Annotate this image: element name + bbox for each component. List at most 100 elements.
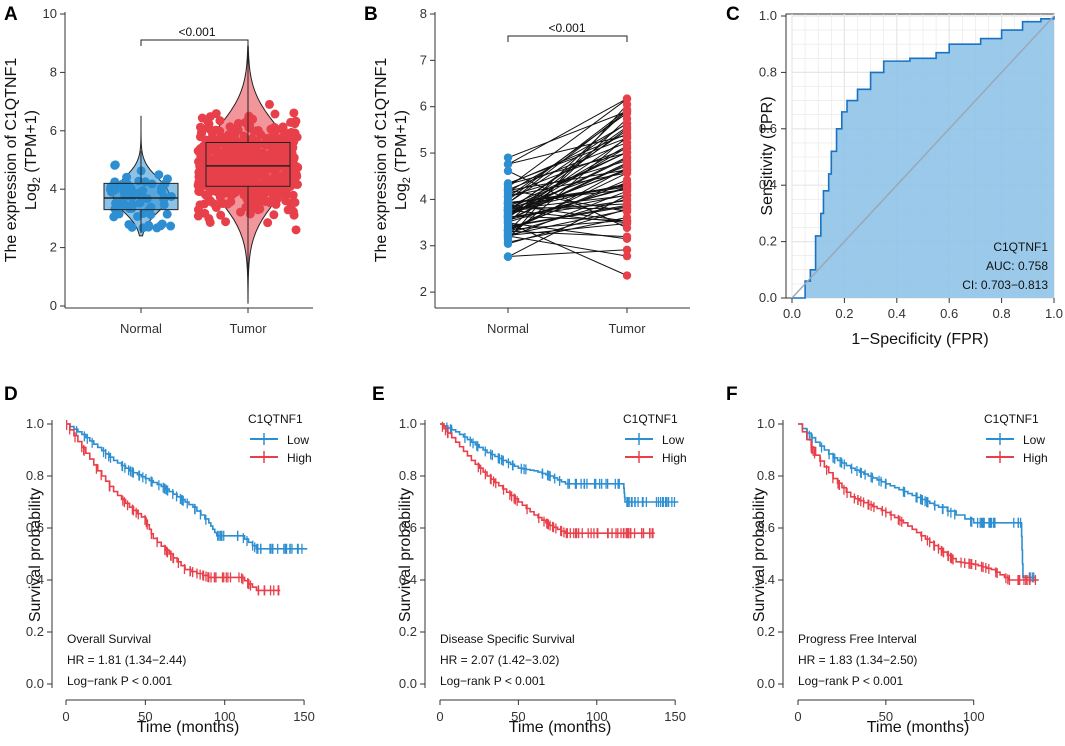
- panel-a-point-tumor: [216, 210, 226, 220]
- panel-a-letter: A: [4, 4, 18, 25]
- panel-a-point-tumor: [291, 169, 301, 179]
- panel-f-curve-high: [798, 423, 1039, 581]
- panel-a-point-tumor: [196, 169, 206, 179]
- panel-a-ytick-label: 2: [50, 240, 57, 255]
- panel-b-ylabel-line1: The expression of C1QTNF1: [373, 58, 390, 263]
- panel-c-xtick-label: 0.0: [783, 306, 801, 321]
- panel-b-ytick-label: 6: [420, 99, 427, 114]
- panel-a-point-tumor: [270, 109, 280, 119]
- panel-e-curve-high: [440, 423, 655, 534]
- panel-a-point-tumor: [211, 109, 221, 119]
- panel-a-point-tumor: [195, 132, 205, 142]
- panel-a-point-tumor: [215, 116, 225, 126]
- panel-b-pair-line: [507, 123, 628, 193]
- panel-b-pair-line: [507, 137, 628, 184]
- panel-b-pair-line: [507, 204, 628, 227]
- panel-a-point-tumor: [205, 217, 215, 227]
- panel-a-point-tumor: [265, 198, 275, 208]
- panel-c-xtick-label: 0.4: [888, 306, 906, 321]
- panel-d-ytick-label: 0.4: [26, 572, 44, 587]
- panel-a-point-tumor: [290, 119, 300, 129]
- panel-d-ylabel: Survival probability: [27, 488, 44, 622]
- panel-b-ytick-label: 4: [420, 191, 427, 206]
- panel-a-point-tumor: [289, 108, 299, 118]
- panel-a-point-tumor: [288, 207, 298, 217]
- panel-b-point-tumor: [622, 205, 632, 215]
- panel-b-point-tumor: [622, 223, 632, 233]
- panel-a-point-tumor: [269, 210, 279, 220]
- panel-e-ytick-label: 0.4: [399, 572, 417, 587]
- panel-b-pair-line: [507, 142, 628, 191]
- panel-a-point-tumor: [281, 186, 291, 196]
- panel-b-point-tumor: [622, 122, 632, 131]
- panel-b-point-tumor: [622, 152, 632, 162]
- panel-f-ytick-label: 0.8: [757, 468, 775, 483]
- panel-d-km-plot: D Survival probability Time (months) C1Q…: [4, 384, 315, 736]
- panel-a-point-tumor: [199, 199, 209, 209]
- panel-c-ytick-label: 0.6: [759, 121, 777, 136]
- panel-a-point-tumor: [248, 114, 258, 124]
- panel-a-point-tumor: [198, 124, 208, 134]
- panel-b-pair-line: [507, 222, 628, 276]
- panel-e-km-plot: E Survival probability Time (months) C1Q…: [372, 384, 687, 736]
- panel-b-ytick-label: 5: [420, 145, 427, 160]
- panel-e-xtick-label: 100: [586, 709, 608, 724]
- panel-b-point-tumor: [622, 251, 632, 261]
- panel-b-xtick-label: Tumor: [608, 321, 646, 336]
- panel-f-legend-high: High: [1023, 451, 1048, 465]
- panel-a-ytick-label: 6: [50, 123, 57, 138]
- panel-e-hr: HR = 2.07 (1.42−3.02): [440, 653, 559, 667]
- panel-c-ytick-label: 1.0: [759, 8, 777, 23]
- panel-c-letter: C: [726, 4, 740, 25]
- panel-a-xtick-label: Tumor: [229, 321, 267, 336]
- panel-f-ylabel: Survival probability: [751, 488, 768, 622]
- panel-c-roc-curve: C 0.0 0.0 0.2 0.2 0.4 0.4 0.6 0.6 0.8 0.8 1.0 1.0 S…: [726, 4, 1063, 348]
- panel-e-letter: E: [372, 384, 385, 405]
- panel-b-ytick-label: 3: [420, 238, 427, 253]
- panel-a-ytick-label: 4: [50, 181, 57, 196]
- panel-b-pair-line: [507, 110, 628, 204]
- panel-a-point-normal: [132, 211, 142, 221]
- panel-a-point-tumor: [239, 190, 249, 200]
- panel-a-point-tumor: [233, 118, 243, 128]
- panel-a-point-tumor: [264, 99, 274, 109]
- panel-c-diagonal: [791, 15, 1055, 299]
- panel-d-ytick-label: 0.8: [26, 468, 44, 483]
- panel-b-pair-line: [507, 203, 628, 211]
- panel-c-xlabel: 1−Specificity (FPR): [851, 331, 988, 348]
- panel-b-point-tumor: [622, 131, 632, 140]
- panel-b-pair-line: [507, 110, 628, 159]
- panel-b-point-tumor: [622, 175, 632, 185]
- panel-f-hr: HR = 1.83 (1.34−2.50): [798, 653, 917, 667]
- panel-b-point-tumor: [622, 94, 632, 104]
- panel-a-point-tumor: [271, 191, 281, 201]
- panel-a-point-tumor: [236, 207, 246, 217]
- panel-d-xtick-label: 100: [214, 709, 236, 724]
- panel-e-xtick-label: 50: [511, 709, 525, 724]
- panel-b-pair-line: [507, 189, 628, 203]
- panel-a-point-tumor: [279, 126, 289, 136]
- panel-a-pvalue: <0.001: [178, 25, 215, 39]
- panel-b-pair-line: [507, 146, 628, 217]
- panel-a-point-normal: [156, 221, 166, 231]
- panel-d-legend-high: High: [287, 451, 312, 465]
- panel-c-xtick-label: 0.6: [940, 306, 958, 321]
- panel-e-legend-high: High: [662, 451, 687, 465]
- panel-d-letter: D: [4, 384, 18, 405]
- panel-e-ytick-label: 0.0: [399, 676, 417, 691]
- panel-a-point-tumor: [217, 198, 227, 208]
- panel-c-roc-line: [792, 16, 1055, 299]
- panel-e-ytick-label: 0.8: [399, 468, 417, 483]
- panel-b-pair-line: [507, 168, 628, 216]
- panel-b-point-normal: [503, 159, 513, 169]
- panel-b-xtick-label: Normal: [487, 321, 529, 336]
- panel-a-point-tumor: [221, 217, 231, 227]
- panel-f-ytick-label: 0.6: [757, 520, 775, 535]
- panel-e-legend-low: Low: [662, 433, 684, 447]
- panel-b-pair-line: [507, 216, 628, 243]
- panel-e-ytick-label: 0.2: [399, 624, 417, 639]
- panel-a-point-tumor: [286, 198, 296, 208]
- panel-c-xtick-label: 0.8: [993, 306, 1011, 321]
- panel-d-curve-low: [66, 423, 308, 550]
- panel-d-xtick-label: 0: [62, 709, 69, 724]
